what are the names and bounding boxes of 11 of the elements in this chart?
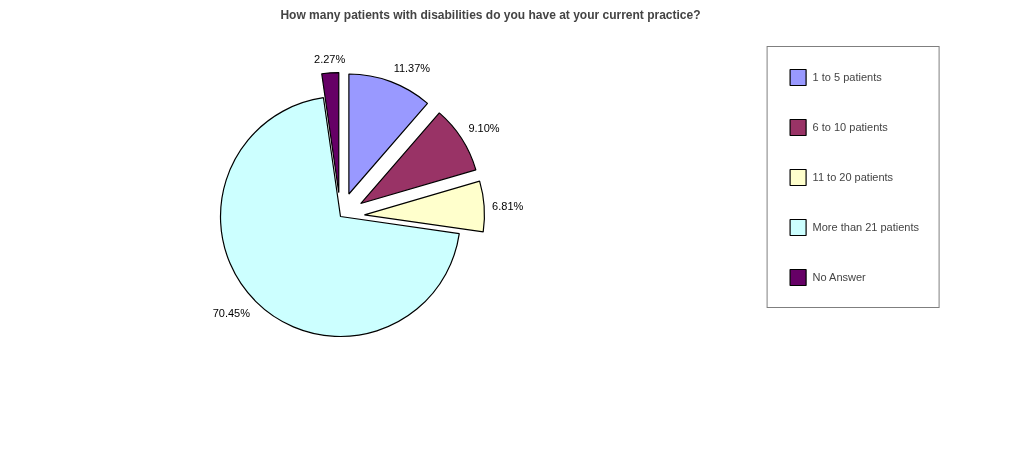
legend-label: More than 21 patients	[812, 221, 919, 233]
data-label: 6.81%	[492, 199, 524, 212]
data-label: 11.37%	[393, 62, 431, 75]
legend-label: 1 to 5 patients	[812, 71, 882, 83]
data-label: 70.45%	[212, 306, 251, 319]
data-label: 2.27%	[314, 52, 346, 65]
chart-title: How many patients with disabilities do you have at your current practice?	[280, 7, 701, 22]
legend-label: 6 to 10 patients	[812, 121, 888, 133]
legend-label: 11 to 20 patients	[812, 171, 894, 183]
legend-label: No Answer	[812, 271, 866, 283]
data-label: 9.10%	[468, 122, 500, 135]
